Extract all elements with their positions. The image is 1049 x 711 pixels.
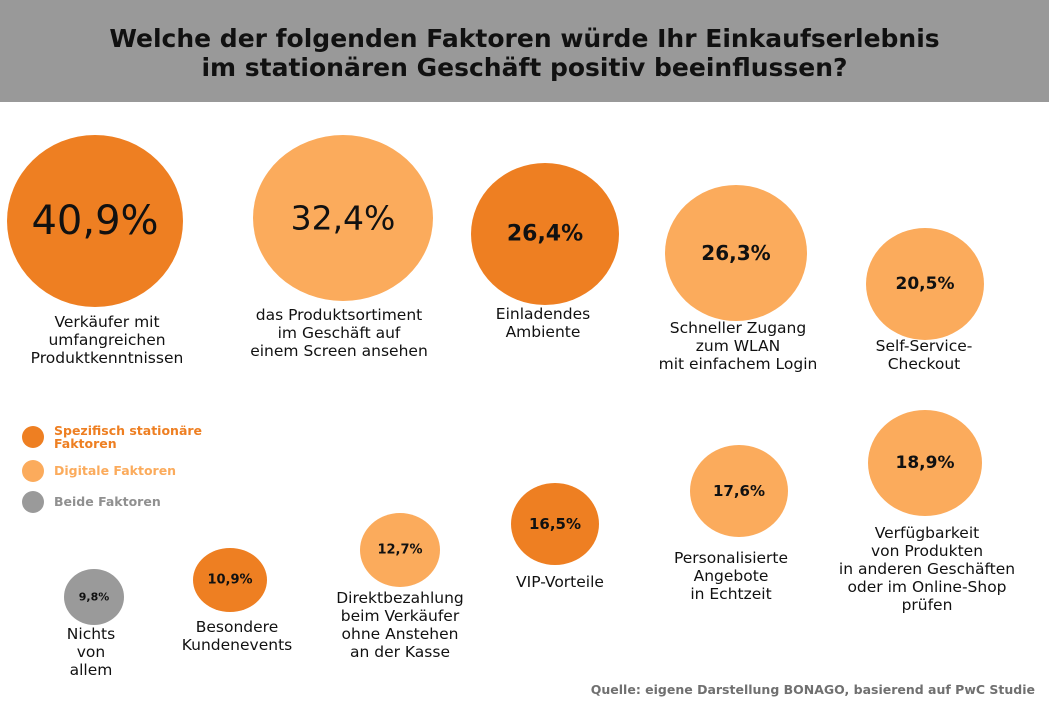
bubble-4 <box>665 185 807 321</box>
source-note: Quelle: eigene Darstellung BONAGO, basie… <box>590 682 1035 697</box>
bubble-3 <box>471 163 619 305</box>
bubble-1 <box>7 135 183 307</box>
bubble-9 <box>360 513 440 587</box>
legend-item-digital: Digitale Faktoren <box>22 460 282 490</box>
legend-dot-digital-icon <box>22 460 44 482</box>
bubble-label-10: Besondere Kundenevents <box>181 618 293 654</box>
bubble-label-2: das Produktsortiment im Geschäft auf ein… <box>250 306 428 360</box>
bubble-6 <box>868 410 982 516</box>
bubble-label-1: Verkäufer mit umfangreichen Produktkennt… <box>30 313 184 367</box>
legend-dot-both-icon <box>22 491 44 513</box>
bubble-8 <box>511 483 599 565</box>
chart-title-line-1: Welche der folgenden Faktoren würde Ihr … <box>109 24 940 53</box>
bubble-value-6: 18,9% <box>896 453 955 473</box>
bubble-label-7: Personalisierte Angebote in Echtzeit <box>673 549 789 603</box>
legend-item-stationary: Spezifisch stationäre Faktoren <box>22 422 282 452</box>
bubble-label-8: VIP-Vorteile <box>516 573 604 591</box>
bubble-label-11: Nichts von allem <box>66 625 116 679</box>
legend-label-digital: Digitale Faktoren <box>54 463 177 478</box>
bubble-label-5: Self-Service- Checkout <box>875 337 973 373</box>
bubble-2 <box>253 135 433 301</box>
bubble-value-1: 40,9% <box>31 198 158 244</box>
chart-title: Welche der folgenden Faktoren würde Ihr … <box>0 24 1049 82</box>
chart-title-line-2: im stationären Geschäft positiv beeinflu… <box>201 53 848 82</box>
bubble-11 <box>64 569 124 625</box>
bubble-7 <box>690 445 788 537</box>
legend-label-stationary: Spezifisch stationäre Faktoren <box>54 423 203 451</box>
legend-label-both: Beide Faktoren <box>54 494 161 509</box>
bubble-10 <box>193 548 267 612</box>
legend-item-both: Beide Faktoren <box>22 491 282 521</box>
bubble-value-10: 10,9% <box>207 573 252 588</box>
bubble-value-4: 26,3% <box>701 241 770 265</box>
bubble-label-3: Einladendes Ambiente <box>495 305 591 341</box>
bubble-value-7: 17,6% <box>713 482 765 500</box>
bubble-value-11: 9,8% <box>79 591 110 604</box>
legend-dot-stationary-icon <box>22 426 44 448</box>
bubble-value-2: 32,4% <box>291 199 396 238</box>
bubble-value-9: 12,7% <box>377 543 422 558</box>
bubble-value-8: 16,5% <box>529 515 581 533</box>
bubble-label-6: Verfügbarkeit von Produkten in anderen G… <box>838 524 1016 614</box>
bubble-value-5: 20,5% <box>896 274 955 294</box>
bubble-5 <box>866 228 984 340</box>
bubble-value-3: 26,4% <box>507 222 583 247</box>
bubble-label-9: Direktbezahlung beim Verkäufer ohne Anst… <box>336 589 464 661</box>
header-bar <box>0 0 1049 102</box>
bubble-label-4: Schneller Zugang zum WLAN mit einfachem … <box>658 319 818 373</box>
